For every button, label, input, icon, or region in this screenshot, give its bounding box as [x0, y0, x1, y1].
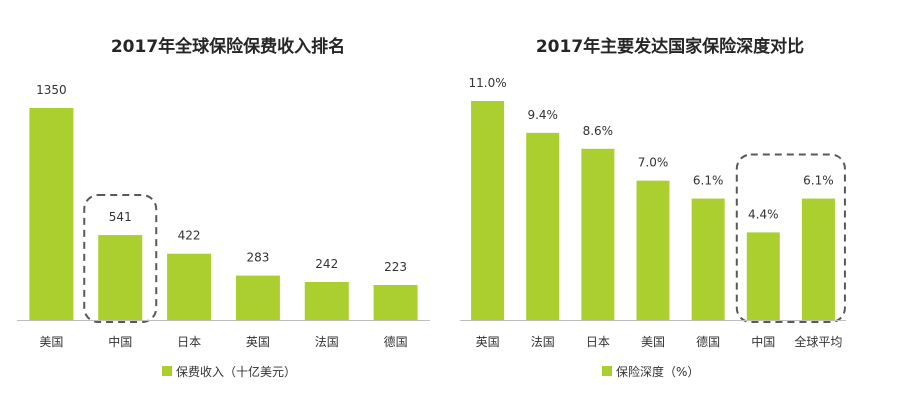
category-label-3: 英国: [246, 335, 270, 349]
legend-label: 保费收入（十亿美元）: [176, 364, 296, 379]
category-label-4: 德国: [696, 334, 720, 349]
bar-2: [167, 253, 212, 320]
legend: 保险深度（%）: [602, 364, 699, 379]
bar-4: [304, 281, 349, 320]
value-label-2: 8.6%: [583, 124, 614, 138]
value-label-3: 7.0%: [638, 156, 669, 170]
value-labels-group: 11.0% 9.4% 8.6% 7.0% 6.1% 4.4% 6.1%: [469, 76, 834, 221]
bar-1: [526, 132, 560, 320]
bar-2: [581, 148, 615, 320]
value-label-4: 6.1%: [693, 174, 724, 188]
value-label-1: 9.4%: [527, 108, 558, 122]
category-label-6: 全球平均: [794, 334, 842, 349]
category-labels-group: 英国 法国 日本 美国 德国 中国 全球平均: [476, 334, 843, 349]
value-label-0: 1350: [36, 83, 67, 97]
bar-3: [235, 275, 280, 320]
highlight-group: [735, 153, 846, 323]
category-label-4: 法国: [315, 335, 339, 349]
bar-4: [691, 198, 725, 320]
bars-group: [29, 108, 418, 320]
legend-swatch: [602, 366, 612, 376]
value-label-0: 11.0%: [469, 76, 507, 90]
category-label-2: 日本: [177, 335, 201, 349]
category-label-0: 美国: [39, 335, 63, 349]
value-labels-group: 1350 541 422 283 242 223: [36, 83, 407, 274]
category-label-5: 德国: [384, 334, 408, 349]
legend: 保费收入（十亿美元）: [162, 364, 296, 379]
category-labels-group: 美国 中国 日本 英国 法国 德国: [39, 334, 407, 349]
bar-1: [98, 235, 143, 320]
legend-swatch: [162, 366, 172, 376]
category-label-2: 日本: [586, 335, 610, 349]
value-label-5: 223: [384, 260, 407, 274]
bar-3: [636, 180, 670, 320]
category-label-0: 英国: [476, 335, 500, 349]
value-label-3: 283: [246, 251, 269, 265]
bar-6: [801, 198, 835, 320]
bars-group: [471, 101, 835, 320]
value-label-2: 422: [178, 229, 201, 243]
chart-title: 2017年全球保险保费收入排名: [111, 36, 345, 57]
value-label-4: 242: [315, 257, 338, 271]
chart-premium-ranking: 2017年全球保险保费收入排名 1350 541 422 283 242 223 美国 中国…: [17, 36, 430, 379]
bar-5: [746, 232, 780, 320]
bar-0: [471, 101, 505, 320]
value-label-1: 541: [109, 210, 132, 224]
highlight-box: [83, 194, 158, 324]
legend-label: 保险深度（%）: [616, 364, 699, 379]
category-label-3: 美国: [641, 335, 665, 349]
highlight-box: [735, 153, 846, 323]
chart-title: 2017年主要发达国家保险深度对比: [536, 36, 804, 57]
value-label-6: 6.1%: [803, 174, 834, 188]
chart-insurance-depth: 2017年主要发达国家保险深度对比 11.0% 9.4% 8.6% 7.0% 6.1% 4…: [460, 36, 846, 379]
category-label-1: 法国: [531, 335, 555, 349]
bar-0: [29, 108, 74, 320]
category-label-1: 中国: [108, 334, 132, 349]
bar-5: [373, 284, 418, 320]
highlight-group: [83, 194, 158, 324]
category-label-5: 中国: [751, 334, 775, 349]
value-label-5: 4.4%: [748, 207, 779, 221]
